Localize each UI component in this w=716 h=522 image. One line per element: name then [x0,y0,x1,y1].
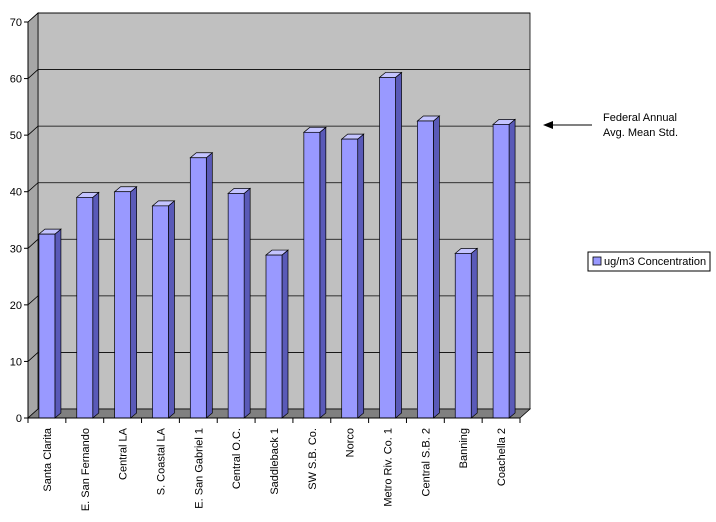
annotation-line1: Federal Annual [603,112,677,124]
bar-side [395,71,402,419]
bar-front [492,124,510,419]
x-tick-label: Central O.C. [231,428,243,489]
bar-side [92,191,100,419]
bar-side [319,126,327,419]
bar-side [205,152,213,419]
bar-side [470,247,478,419]
y-tick-label: 60 [10,74,22,86]
annotation: Federal Annual Avg. Mean Std. [543,112,678,139]
bar [265,249,289,419]
x-tick-label: Metro Riv. Co. 1 [383,428,395,507]
y-tick-label: 40 [10,187,22,199]
bar [454,247,479,419]
x-tick-label: Norco [345,428,357,457]
legend-box [587,251,711,272]
y-tick-label: 20 [10,300,22,312]
x-tick-label: Santa Clarita [42,427,54,491]
bar [151,200,176,419]
annotation-line2: Avg. Mean Std. [603,127,678,139]
bar-front [341,138,359,419]
bar-front [38,233,56,419]
x-axis: Santa Clarita E. San Fernando Central LA S.… [27,417,521,511]
bar-side [54,228,62,419]
y-tick-label: 70 [10,17,22,29]
bar [378,71,403,419]
bar-front [189,157,207,419]
bar-front [303,131,321,419]
annotation-arrow-head [543,121,553,129]
x-tick-label: E. San Fernando [80,428,92,511]
bar [75,191,100,419]
bar-side [508,118,516,419]
gridline [27,295,530,306]
y-tick-label: 0 [16,413,22,425]
bar-front [152,205,169,419]
legend-label: ug/m3 Concentration [604,256,706,268]
x-tick-label: Central S.B. 2 [420,428,432,496]
x-tick-label: Central LA [118,427,130,480]
bar-side [243,187,251,419]
x-tick-label: S. Coastal LA [155,427,167,495]
bar-front [265,254,283,419]
bar-side [130,185,137,419]
legend: ug/m3 Concentration [587,251,711,272]
bar-side [281,249,289,419]
x-tick-label: SW S.B. Co. [307,428,319,490]
x-tick-label: E. San Gabriel 1 [193,428,205,509]
bar-front [76,197,94,419]
bar [37,228,62,419]
bar-side [357,133,365,419]
bar-front [379,77,396,419]
bar [227,187,252,419]
bar-front [227,193,245,419]
bar-side [168,200,175,419]
gridline [27,238,530,249]
bar [416,115,441,419]
x-tick-label: Saddleback 1 [269,428,281,495]
gridline [27,12,530,23]
legend-swatch [592,256,602,266]
gridline [27,182,530,193]
bar-front [454,253,472,419]
x-tick-label: Coachella 2 [496,428,508,486]
bars [37,71,517,419]
bar [302,126,327,419]
bar-front [114,191,131,419]
gridlines [27,12,530,362]
y-axis: 0 10 20 30 40 50 60 70 [10,17,29,425]
bar-front [417,120,434,419]
y-tick-label: 30 [10,243,22,255]
gridline [27,125,530,136]
y-tick-label: 50 [10,130,22,142]
bar [189,152,214,419]
bar [492,118,517,419]
gridline [27,352,530,362]
gridline [27,69,530,79]
y-tick-label: 10 [10,356,22,368]
bar-side [433,115,440,419]
x-tick-label: Banning [458,428,470,468]
bar [113,185,138,419]
bar [340,133,365,419]
